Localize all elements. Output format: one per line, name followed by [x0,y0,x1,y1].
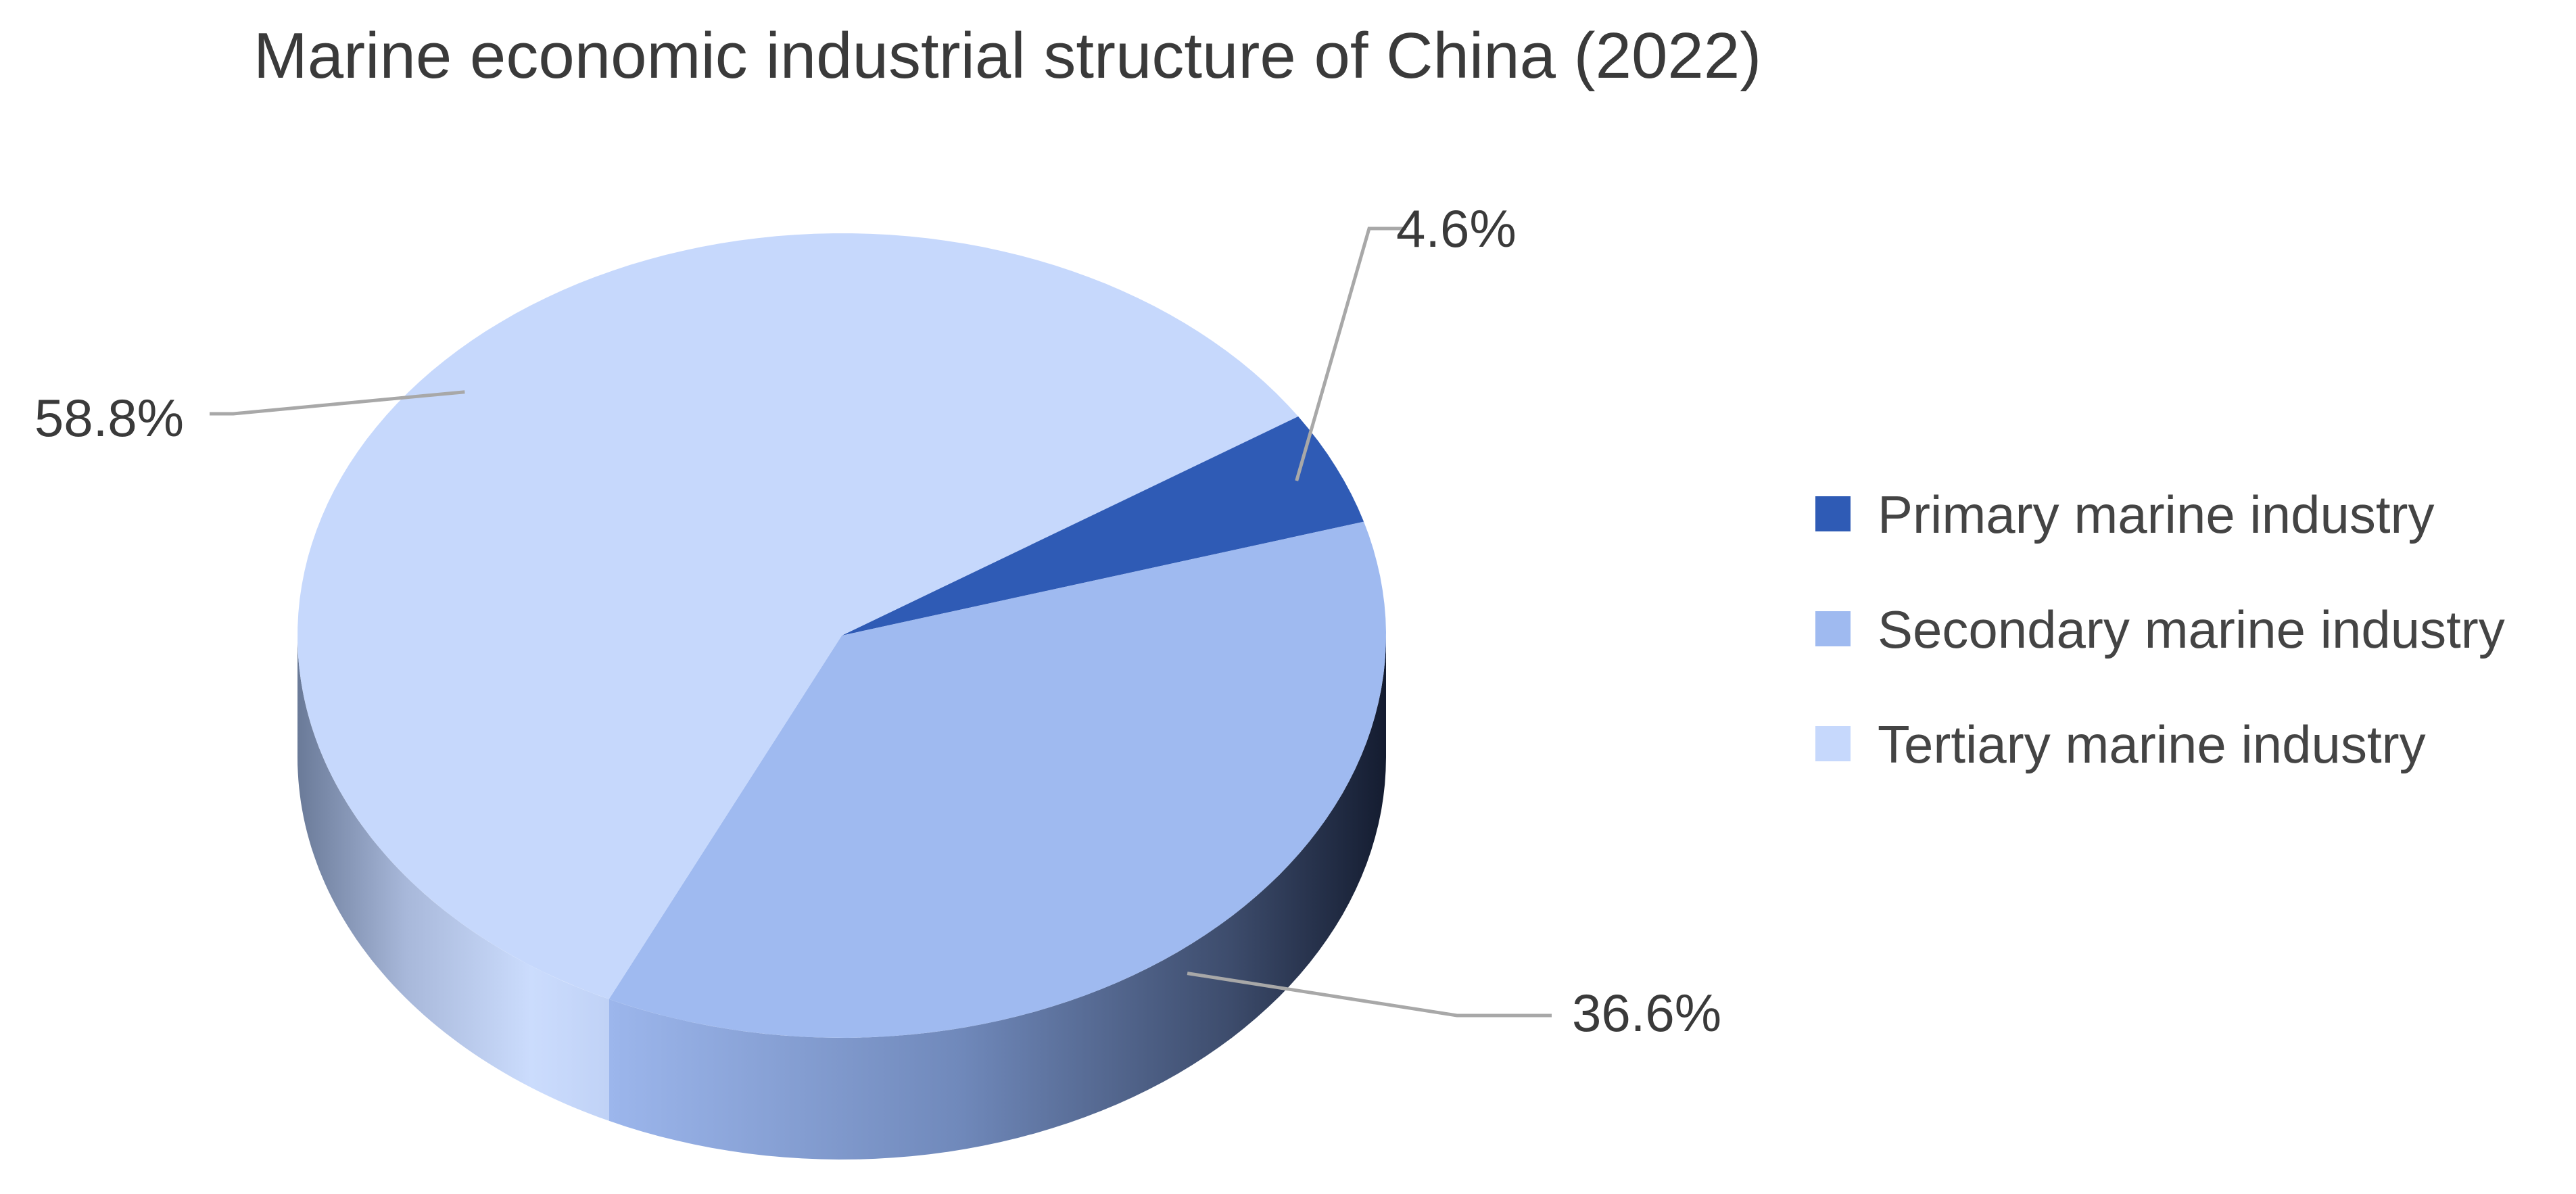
legend-item-tertiary-marine-industry: Tertiary marine industry [1815,715,2426,774]
chart-title: Marine economic industrial structure of … [254,20,1761,92]
data-label-tertiary-marine-industry: 58.8% [34,388,184,448]
legend-label: Secondary marine industry [1878,600,2505,659]
legend-swatch [1815,611,1851,646]
data-label-primary-marine-industry: 4.6% [1396,199,1517,258]
legend-swatch [1815,496,1851,531]
pie-slice-secondary-marine-industry [609,521,1387,1038]
pie-side-secondary-marine-industry [609,636,1387,1160]
legend: Primary marine industry Secondary marine … [1815,485,2505,774]
pie-side-tertiary-marine-industry [297,636,609,1121]
pie-slice-primary-marine-industry [842,416,1364,636]
legend-label: Tertiary marine industry [1878,715,2426,774]
pie-sides [297,636,1387,1160]
legend-item-secondary-marine-industry: Secondary marine industry [1815,600,2505,659]
leader-lines [210,226,1552,1018]
leader-line-tertiary-marine-industry [210,390,465,416]
pie-slice-tertiary-marine-industry [297,233,1299,999]
legend-label: Primary marine industry [1878,485,2435,544]
legend-swatch [1815,726,1851,761]
legend-item-primary-marine-industry: Primary marine industry [1815,485,2435,544]
leader-line-secondary-marine-industry [1187,972,1552,1018]
pie-slices [297,233,1387,1038]
data-labels: 4.6% 36.6% 58.8% [34,199,1721,1043]
leader-line-primary-marine-industry [1295,226,1406,481]
data-label-secondary-marine-industry: 36.6% [1572,983,1721,1043]
